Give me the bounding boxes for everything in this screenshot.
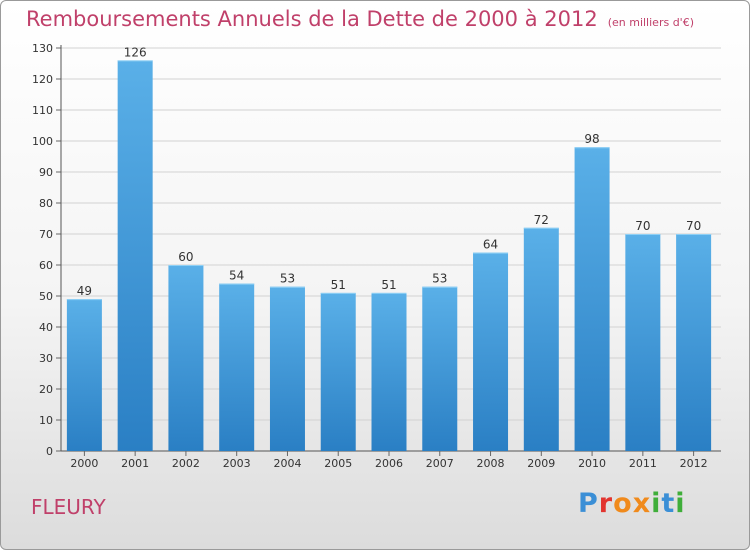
logo-letter: P: [578, 488, 599, 519]
x-tick-label: 2001: [121, 457, 149, 470]
x-tick-label: 2010: [578, 457, 606, 470]
x-tick-label: 2002: [172, 457, 200, 470]
value-label: 54: [229, 269, 244, 283]
bar: [574, 147, 610, 451]
logo-letter: i: [675, 488, 686, 519]
value-label: 72: [534, 213, 549, 227]
value-label: 53: [280, 272, 295, 286]
bar: [473, 252, 509, 451]
x-tick-label: 2011: [629, 457, 657, 470]
value-label: 60: [178, 250, 193, 264]
y-tick-label: 10: [39, 414, 53, 427]
chart-title: Remboursements Annuels de la Dette de 20…: [26, 7, 694, 31]
proxiti-logo: Proxiti: [578, 488, 686, 519]
y-tick-label: 40: [39, 321, 53, 334]
bar: [676, 234, 712, 451]
commune-name: FLEURY: [31, 495, 106, 519]
y-tick-label: 120: [32, 73, 53, 86]
y-tick-label: 110: [32, 104, 53, 117]
bar: [625, 234, 661, 451]
logo-letter: i: [651, 488, 662, 519]
value-label: 53: [432, 272, 447, 286]
value-label: 98: [584, 132, 599, 146]
bar: [269, 286, 305, 451]
value-label: 49: [77, 284, 92, 298]
x-tick-label: 2006: [375, 457, 403, 470]
bar: [66, 299, 102, 451]
y-tick-label: 20: [39, 383, 53, 396]
x-tick-label: 2003: [223, 457, 251, 470]
x-tick-label: 2008: [477, 457, 505, 470]
bar: [371, 292, 407, 451]
y-tick-label: 0: [46, 445, 53, 458]
value-label: 126: [124, 45, 147, 59]
y-tick-label: 90: [39, 166, 53, 179]
chart-title-text: Remboursements Annuels de la Dette de 20…: [26, 7, 598, 31]
y-tick-label: 50: [39, 290, 53, 303]
bar: [523, 227, 559, 451]
x-tick-label: 2007: [426, 457, 454, 470]
bar: [422, 286, 458, 451]
y-tick-label: 70: [39, 228, 53, 241]
logo-letter: r: [598, 488, 614, 519]
x-tick-label: 2004: [273, 457, 301, 470]
y-tick-label: 130: [32, 42, 53, 55]
value-label: 70: [635, 219, 650, 233]
x-tick-label: 2012: [680, 457, 708, 470]
y-tick-label: 60: [39, 259, 53, 272]
value-label: 51: [331, 278, 346, 292]
value-label: 51: [381, 278, 396, 292]
value-label: 70: [686, 219, 701, 233]
logo-letter: t: [661, 488, 676, 519]
logo-letter: o: [613, 488, 633, 519]
x-tick-label: 2009: [527, 457, 555, 470]
y-tick-label: 30: [39, 352, 53, 365]
chart-unit: (en milliers d'€): [607, 16, 694, 29]
bar: [168, 265, 204, 451]
bar: [219, 283, 255, 451]
y-tick-label: 80: [39, 197, 53, 210]
logo-letter: x: [632, 488, 652, 519]
bar: [117, 60, 153, 452]
x-tick-label: 2005: [324, 457, 352, 470]
value-label: 64: [483, 238, 498, 252]
bar: [320, 292, 356, 451]
y-tick-label: 100: [32, 135, 53, 148]
x-tick-label: 2000: [70, 457, 98, 470]
